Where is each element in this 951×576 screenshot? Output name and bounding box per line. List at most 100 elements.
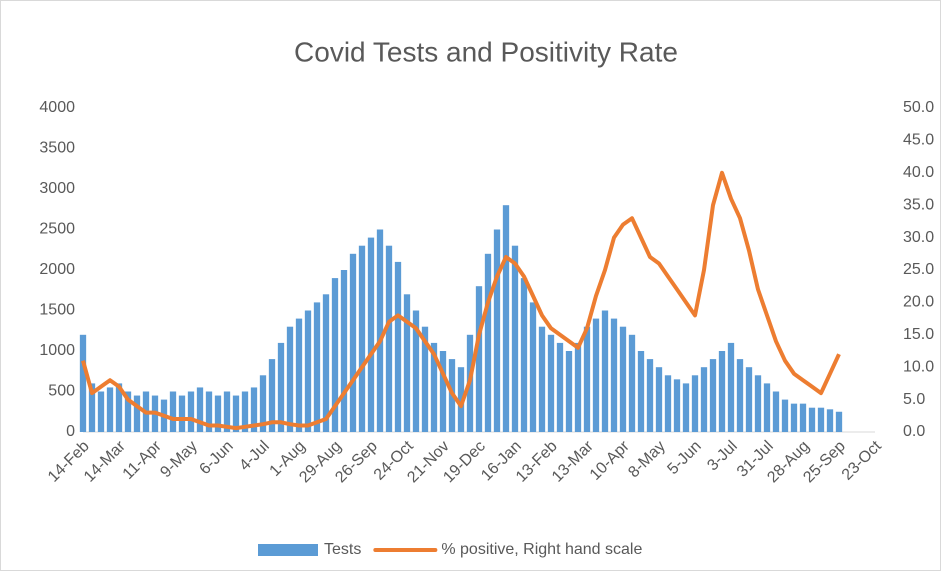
bar: [250, 387, 258, 432]
bar: [718, 351, 726, 432]
line: [81, 170, 841, 431]
bar: [232, 395, 240, 432]
bar: [547, 334, 555, 432]
bar: [313, 302, 321, 432]
bar: [736, 359, 744, 432]
bar: [133, 395, 141, 432]
bar: [763, 383, 771, 432]
y-tick-label: 4000: [39, 99, 75, 116]
bar: [583, 326, 591, 432]
bar: [826, 409, 834, 432]
bar: [259, 375, 267, 432]
bar: [169, 391, 177, 432]
y-tick-label: 0: [66, 423, 75, 440]
bar: [619, 326, 627, 432]
y2-tick-label: 20.0: [903, 294, 934, 311]
bar: [556, 342, 564, 432]
bar: [781, 399, 789, 432]
bar: [628, 334, 636, 432]
y2-tick-label: 40.0: [903, 164, 934, 181]
bar: [790, 403, 798, 432]
y2-tick-label: 0.0: [903, 423, 925, 440]
y-tick-label: 2500: [39, 221, 75, 238]
bar: [475, 286, 483, 432]
bar: [403, 294, 411, 432]
bar: [331, 278, 339, 432]
bar: [340, 270, 348, 432]
bar: [115, 383, 123, 432]
bar: [637, 351, 645, 432]
y2-tick-label: 5.0: [903, 391, 925, 408]
bar: [538, 326, 546, 432]
bar: [457, 367, 465, 432]
bar: [700, 367, 708, 432]
bar: [682, 383, 690, 432]
bar: [655, 367, 663, 432]
bar: [520, 278, 528, 432]
y2-tick-label: 25.0: [903, 261, 934, 278]
bar: [430, 342, 438, 432]
bar: [529, 302, 537, 432]
bar: [610, 318, 618, 432]
y2-tick-label: 30.0: [903, 229, 934, 246]
bar: [772, 391, 780, 432]
bar: [412, 310, 420, 432]
bar: [196, 387, 204, 432]
y-tick-label: 3500: [39, 140, 75, 157]
bar: [124, 391, 132, 432]
y-tick-label: 2000: [39, 261, 75, 278]
legend-label: % positive, Right hand scale: [441, 541, 642, 558]
bar: [349, 253, 357, 432]
bar: [322, 294, 330, 432]
y2-tick-label: 45.0: [903, 132, 934, 149]
bar: [673, 379, 681, 432]
bar: [277, 342, 285, 432]
bar: [295, 318, 303, 432]
bar: [592, 318, 600, 432]
bar: [376, 229, 384, 432]
bar: [268, 359, 276, 432]
y2-tick-label: 10.0: [903, 358, 934, 375]
bar: [511, 245, 519, 432]
bar: [304, 310, 312, 432]
bar: [385, 245, 393, 432]
bar: [601, 310, 609, 432]
y2-tick-label: 50.0: [903, 99, 934, 116]
bar: [745, 367, 753, 432]
bar: [421, 326, 429, 432]
bar: [664, 375, 672, 432]
bar: [205, 391, 213, 432]
y-tick-label: 500: [48, 383, 75, 400]
y-tick-label: 1500: [39, 302, 75, 319]
bar: [214, 395, 222, 432]
bar: [394, 261, 402, 432]
bar: [97, 391, 105, 432]
bar: [754, 375, 762, 432]
legend-label: Tests: [324, 541, 361, 558]
y-tick-label: 3000: [39, 180, 75, 197]
bar: [574, 342, 582, 432]
bar: [493, 229, 501, 432]
y2-tick-label: 15.0: [903, 326, 934, 343]
bar: [727, 342, 735, 432]
bar: [106, 387, 114, 432]
bar: [817, 407, 825, 432]
bar: [808, 407, 816, 432]
bar: [646, 359, 654, 432]
bar: [178, 395, 186, 432]
bar: [691, 375, 699, 432]
bar: [79, 334, 87, 432]
bar: [367, 237, 375, 432]
bar: [88, 383, 96, 432]
legend-swatch: [258, 544, 318, 556]
bar: [835, 411, 843, 432]
bar: [709, 359, 717, 432]
bar: [484, 253, 492, 432]
bar: [799, 403, 807, 432]
bar: [286, 326, 294, 432]
bar: [223, 391, 231, 432]
bar: [358, 245, 366, 432]
bar: [187, 391, 195, 432]
